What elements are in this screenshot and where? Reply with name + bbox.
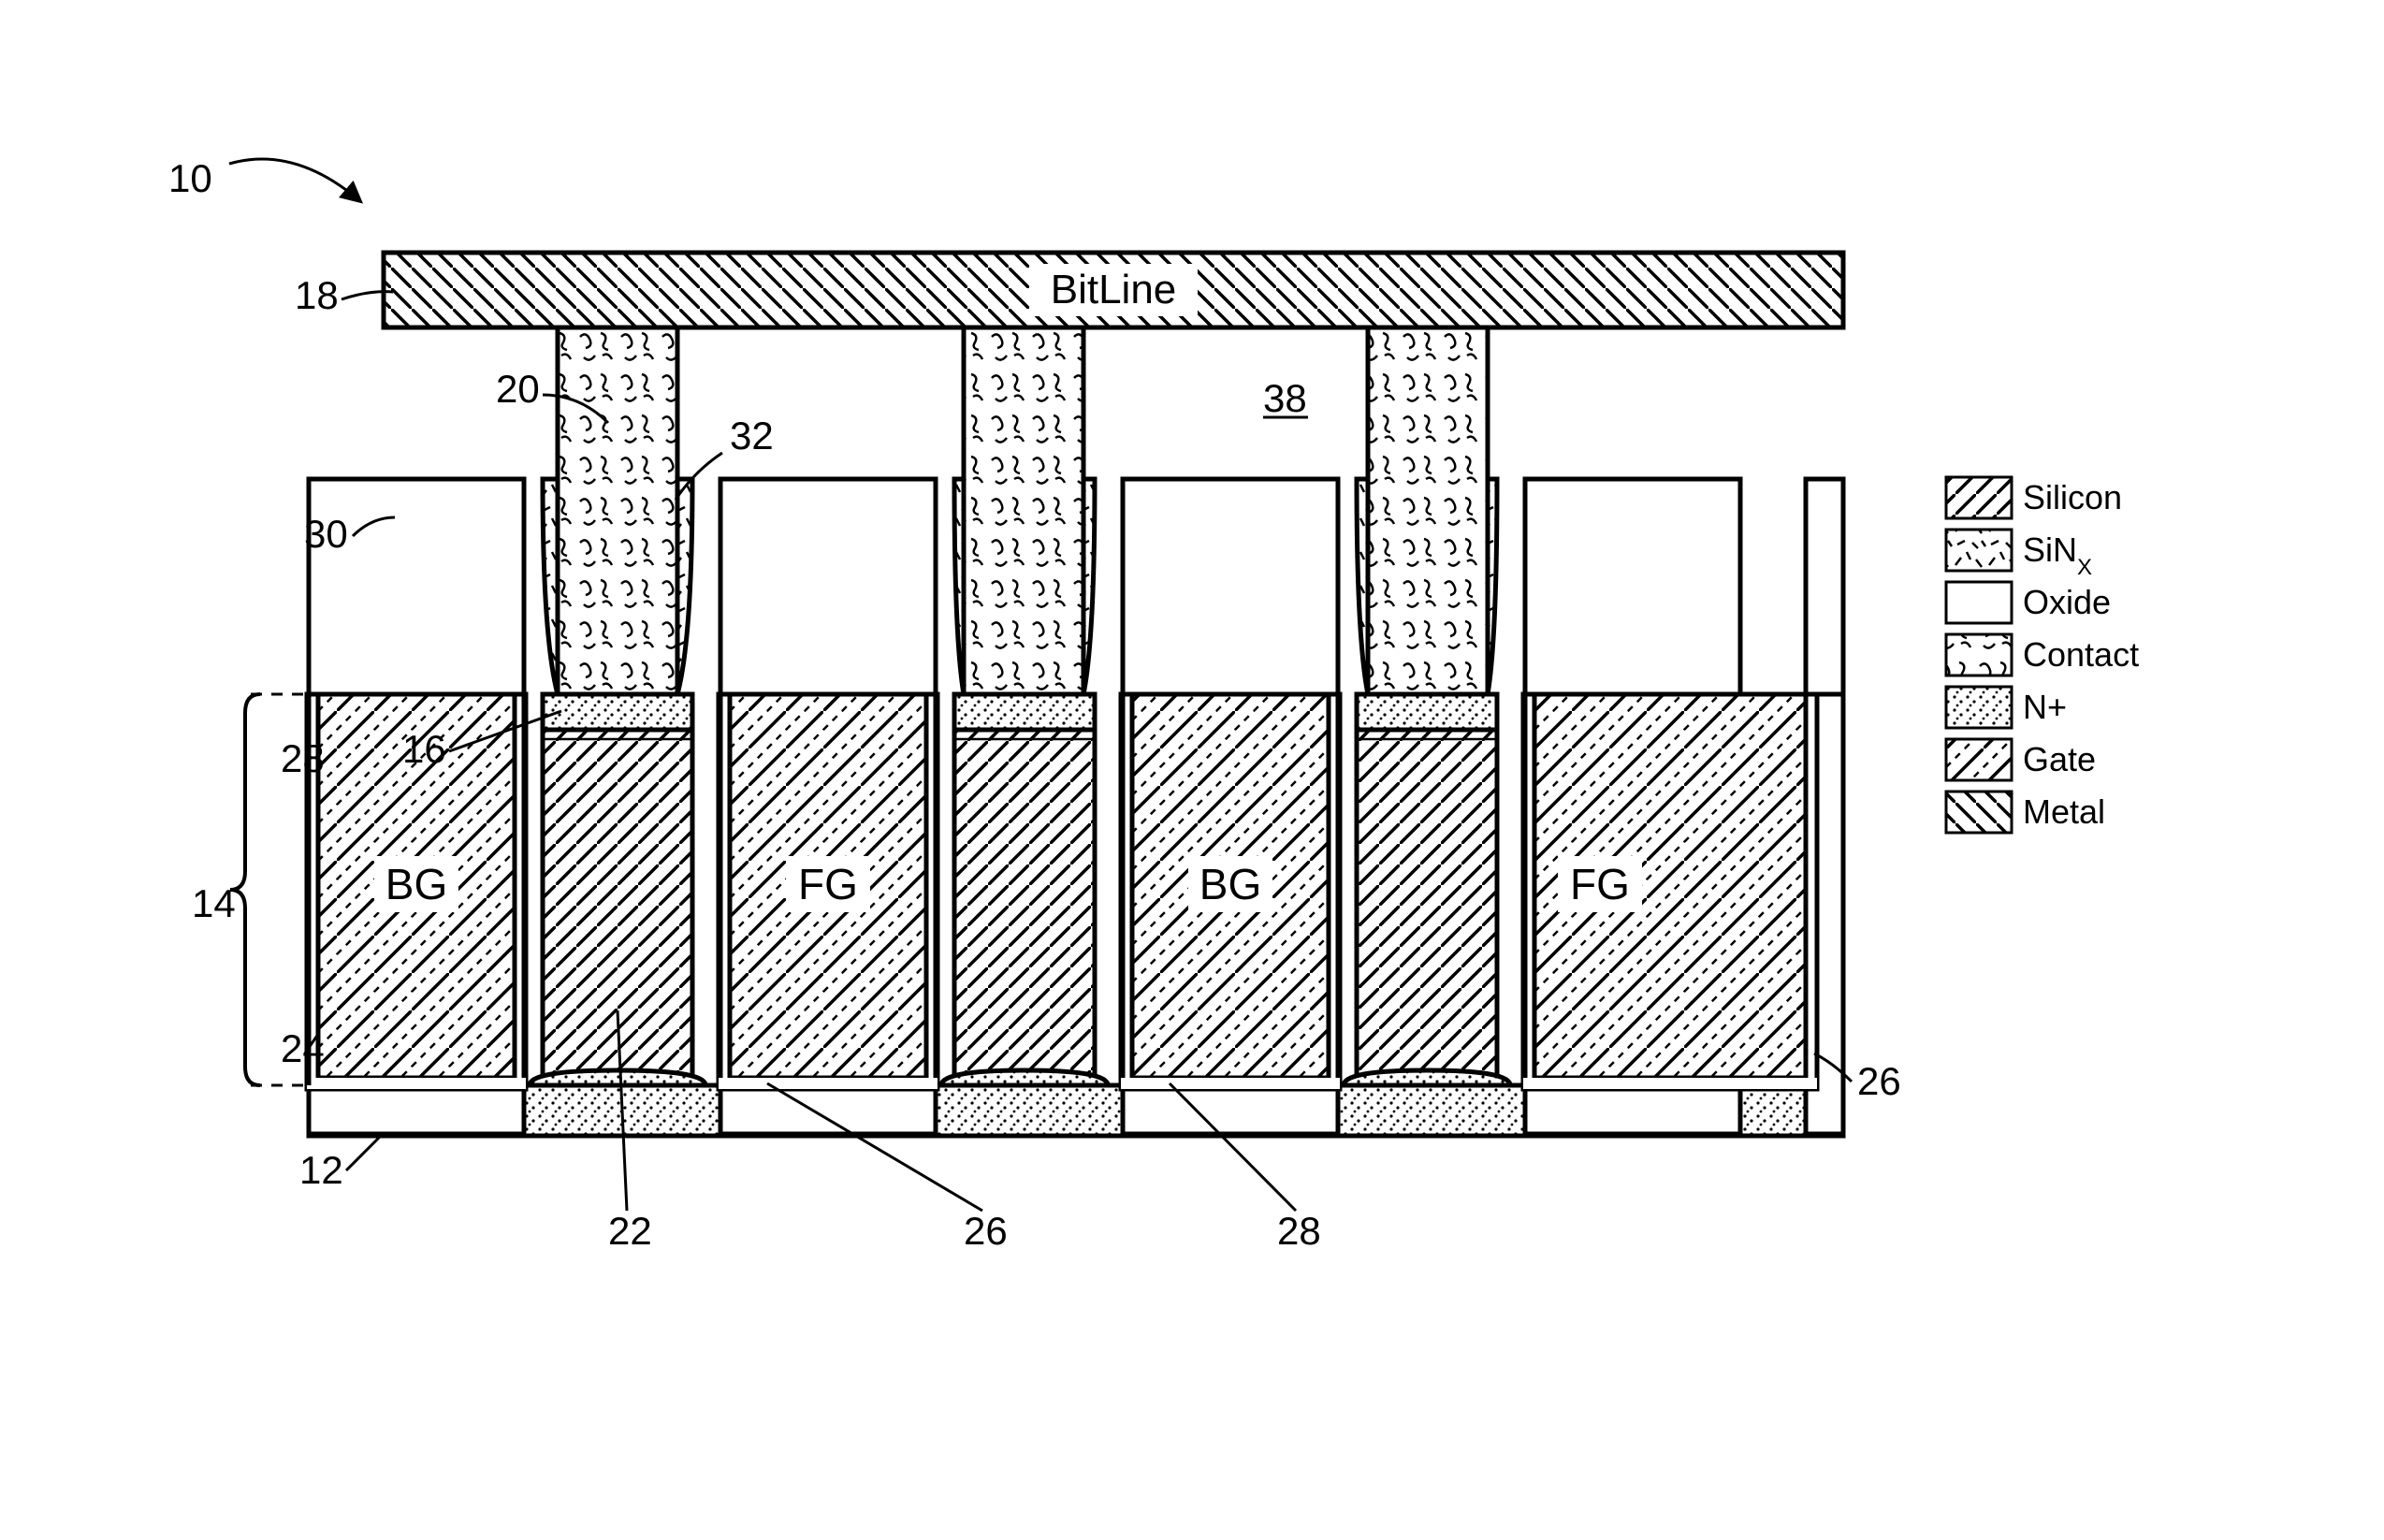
legend-swatch: [1946, 477, 2012, 518]
ref-14: 14: [192, 881, 236, 925]
oxide-cap: [1806, 479, 1843, 694]
legend: Silicon SiNXOxide Contact N+ Gate Metal: [1946, 477, 2139, 833]
cross-section-diagram: BitLine BG FG BG FG 10 18 20 30 32 38 16 28 14 24 12 22 2…: [168, 156, 1901, 1253]
legend-swatch: [1946, 582, 2012, 623]
ref-32: 32: [730, 414, 774, 458]
source-bulge: [530, 1070, 705, 1085]
ref-28: 28: [281, 736, 325, 780]
drain-nplus: [1357, 694, 1497, 730]
ref-10: 10: [168, 156, 212, 200]
drain-nplus: [543, 694, 692, 730]
leader-10: [229, 159, 360, 201]
ref-12: 12: [299, 1148, 343, 1192]
sinx-spacer: [543, 479, 558, 694]
legend-label: Metal: [2023, 792, 2105, 831]
silicon-channel: [1357, 730, 1497, 1085]
oxide-cap: [720, 479, 936, 694]
legend-swatch: [1946, 687, 2012, 728]
source-bulge: [1344, 1070, 1510, 1085]
leader-12: [346, 1133, 384, 1170]
ref-24: 24: [281, 1026, 325, 1070]
oxide-cap: [1123, 479, 1338, 694]
svg-text:FG: FG: [798, 860, 858, 908]
legend-label: Contact: [2023, 635, 2139, 674]
legend-swatch: [1946, 530, 2012, 571]
legend-label: SiNX: [2023, 530, 2092, 580]
ref-20: 20: [496, 367, 540, 411]
sinx-spacer: [1357, 479, 1368, 694]
ref-22: 22: [608, 1209, 652, 1253]
legend-label: N+: [2023, 688, 2067, 726]
legend-swatch: [1946, 792, 2012, 833]
sinx-spacer: [1083, 479, 1095, 694]
ref-26: 26: [964, 1209, 1008, 1253]
contact-plug: [1368, 327, 1488, 694]
sinx-spacer: [954, 479, 964, 694]
legend-label: Silicon: [2023, 478, 2122, 516]
contact-plug: [558, 327, 677, 694]
svg-text:FG: FG: [1570, 860, 1630, 908]
ref-30: 30: [304, 512, 348, 556]
contact-plug: [964, 327, 1083, 694]
svg-text:BG: BG: [1199, 860, 1261, 908]
sinx-spacer: [1488, 479, 1497, 694]
legend-label: Gate: [2023, 740, 2096, 778]
ref-16: 16: [402, 727, 446, 771]
ref-38: 38: [1263, 376, 1307, 420]
silicon-channel: [954, 730, 1095, 1085]
ref-26: 26: [1857, 1059, 1901, 1103]
drain-nplus: [954, 694, 1095, 730]
ref-28: 28: [1277, 1209, 1321, 1253]
svg-text:BG: BG: [385, 860, 447, 908]
sinx-spacer: [677, 479, 692, 694]
ref-18: 18: [295, 273, 339, 317]
source-bulge: [941, 1070, 1108, 1085]
legend-swatch: [1946, 739, 2012, 780]
legend-label: Oxide: [2023, 583, 2111, 621]
legend-swatch: [1946, 634, 2012, 676]
oxide-cap: [1525, 479, 1740, 694]
bitline-label: BitLine: [1051, 267, 1177, 312]
